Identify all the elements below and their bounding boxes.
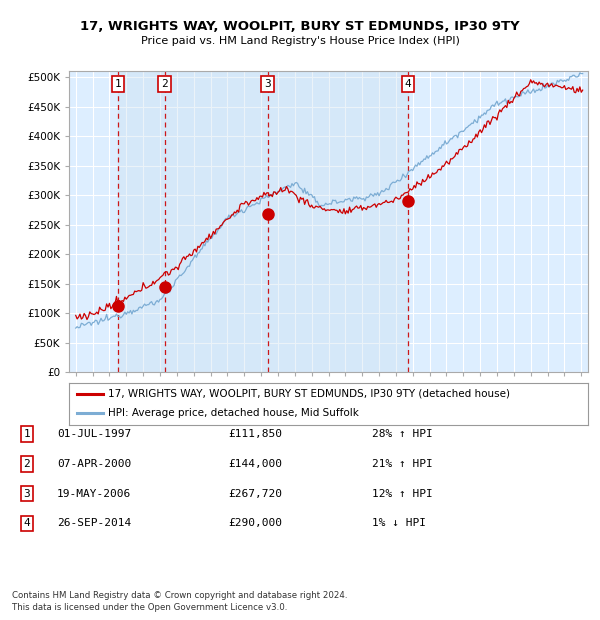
Text: Price paid vs. HM Land Registry's House Price Index (HPI): Price paid vs. HM Land Registry's House … (140, 36, 460, 46)
Text: £290,000: £290,000 (228, 518, 282, 528)
Text: 1: 1 (115, 79, 121, 89)
Text: This data is licensed under the Open Government Licence v3.0.: This data is licensed under the Open Gov… (12, 603, 287, 612)
Text: £267,720: £267,720 (228, 489, 282, 498)
Bar (118, 71, 408, 372)
Text: HPI: Average price, detached house, Mid Suffolk: HPI: Average price, detached house, Mid … (108, 409, 359, 419)
Text: 2: 2 (161, 79, 168, 89)
Text: 12% ↑ HPI: 12% ↑ HPI (372, 489, 433, 498)
Text: 19-MAY-2006: 19-MAY-2006 (57, 489, 131, 498)
Text: 01-JUL-1997: 01-JUL-1997 (57, 429, 131, 439)
Text: 3: 3 (23, 489, 31, 498)
Text: 26-SEP-2014: 26-SEP-2014 (57, 518, 131, 528)
Text: 21% ↑ HPI: 21% ↑ HPI (372, 459, 433, 469)
Text: 1% ↓ HPI: 1% ↓ HPI (372, 518, 426, 528)
Text: £111,850: £111,850 (228, 429, 282, 439)
Text: 4: 4 (405, 79, 412, 89)
Text: 07-APR-2000: 07-APR-2000 (57, 459, 131, 469)
Text: £144,000: £144,000 (228, 459, 282, 469)
Text: Contains HM Land Registry data © Crown copyright and database right 2024.: Contains HM Land Registry data © Crown c… (12, 591, 347, 600)
Text: 2: 2 (23, 459, 31, 469)
Text: 28% ↑ HPI: 28% ↑ HPI (372, 429, 433, 439)
Text: 4: 4 (23, 518, 31, 528)
Text: 3: 3 (264, 79, 271, 89)
Text: 1: 1 (23, 429, 31, 439)
Text: 17, WRIGHTS WAY, WOOLPIT, BURY ST EDMUNDS, IP30 9TY: 17, WRIGHTS WAY, WOOLPIT, BURY ST EDMUND… (80, 20, 520, 33)
Text: 17, WRIGHTS WAY, WOOLPIT, BURY ST EDMUNDS, IP30 9TY (detached house): 17, WRIGHTS WAY, WOOLPIT, BURY ST EDMUND… (108, 389, 510, 399)
